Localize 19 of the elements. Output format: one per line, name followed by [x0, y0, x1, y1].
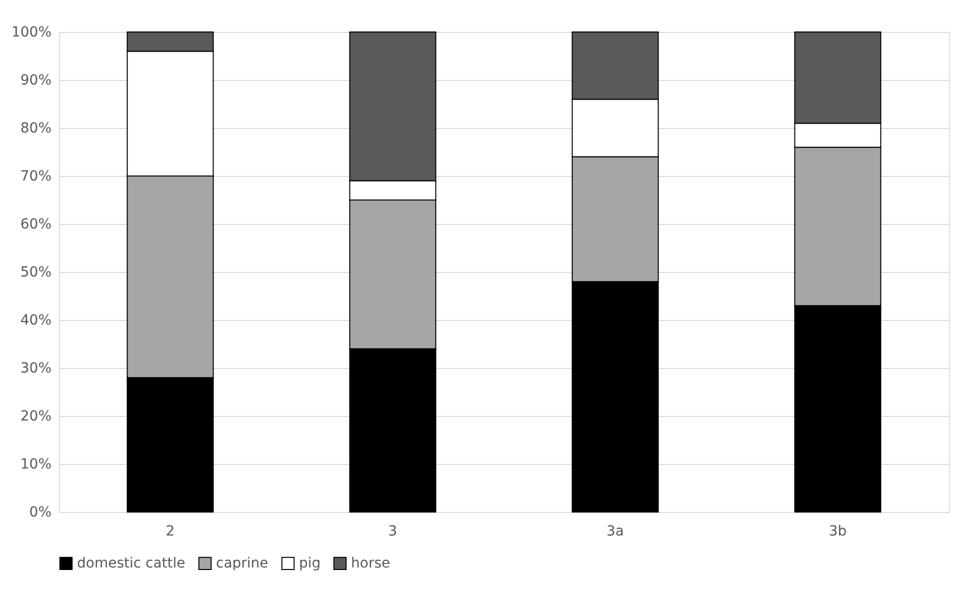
y-tick-label: 90% [20, 72, 52, 88]
y-tick-label: 60% [20, 216, 52, 232]
y-tick-label: 70% [20, 168, 52, 184]
x-tick-label: 3 [388, 524, 398, 540]
x-tick-label: 3a [606, 524, 624, 540]
x-tick-label: 3b [828, 524, 847, 540]
y-tick-label: 10% [20, 456, 52, 472]
y-tick-label: 20% [20, 408, 52, 424]
legend-label: horse [351, 555, 390, 572]
y-tick-label: 50% [20, 264, 52, 280]
y-tick-label: 0% [29, 504, 52, 520]
y-tick-label: 100% [11, 24, 52, 40]
y-tick-label: 40% [20, 312, 52, 328]
y-tick-label: 30% [20, 360, 52, 376]
legend-label: pig [299, 555, 321, 572]
x-tick-label: 2 [166, 524, 175, 540]
y-tick-label: 80% [20, 120, 52, 136]
legend-label: domestic cattle [77, 555, 186, 572]
legend-label: caprine [216, 555, 268, 572]
